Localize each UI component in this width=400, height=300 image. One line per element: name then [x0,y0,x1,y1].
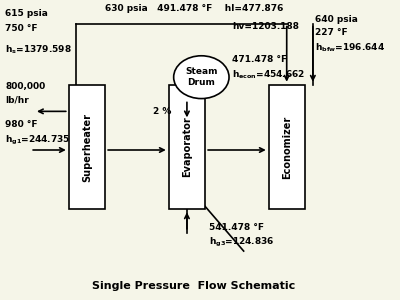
Bar [269,85,305,209]
Bar [169,85,205,209]
Circle shape [174,56,229,99]
Text: $\mathbf{h_{bfw}}$=196.644: $\mathbf{h_{bfw}}$=196.644 [315,41,385,54]
Text: $\mathbf{h_{g1}}$=244.735: $\mathbf{h_{g1}}$=244.735 [5,134,71,147]
Text: $\mathbf{h_{g3}}$=124.836: $\mathbf{h_{g3}}$=124.836 [209,236,274,249]
Text: Economizer: Economizer [282,116,292,179]
Text: 471.478 °F: 471.478 °F [232,55,287,64]
Text: 750 °F: 750 °F [5,24,38,33]
Bar [69,85,105,209]
Text: lb/hr: lb/hr [5,95,29,104]
Text: 630 psia   491.478 °F    hl=477.876: 630 psia 491.478 °F hl=477.876 [105,4,284,14]
Text: 541.478 °F: 541.478 °F [209,223,264,232]
Text: 640 psia: 640 psia [315,15,358,24]
Text: Superheater: Superheater [82,112,92,182]
Text: Steam
Drum: Steam Drum [185,68,218,87]
Text: 615 psia: 615 psia [5,9,48,18]
Text: $\mathbf{h_{econ}}$=454.662: $\mathbf{h_{econ}}$=454.662 [232,68,305,81]
Text: 800,000: 800,000 [5,82,46,91]
Text: hv=1203.188: hv=1203.188 [232,22,299,31]
Text: 2 %: 2 % [153,107,172,116]
Text: $\mathbf{h_s}$=1379.598: $\mathbf{h_s}$=1379.598 [5,43,72,56]
Text: 227 °F: 227 °F [315,28,348,37]
Text: Evaporator: Evaporator [182,117,192,177]
Text: 980 °F: 980 °F [5,120,38,129]
Text: Single Pressure  Flow Schematic: Single Pressure Flow Schematic [92,281,295,291]
